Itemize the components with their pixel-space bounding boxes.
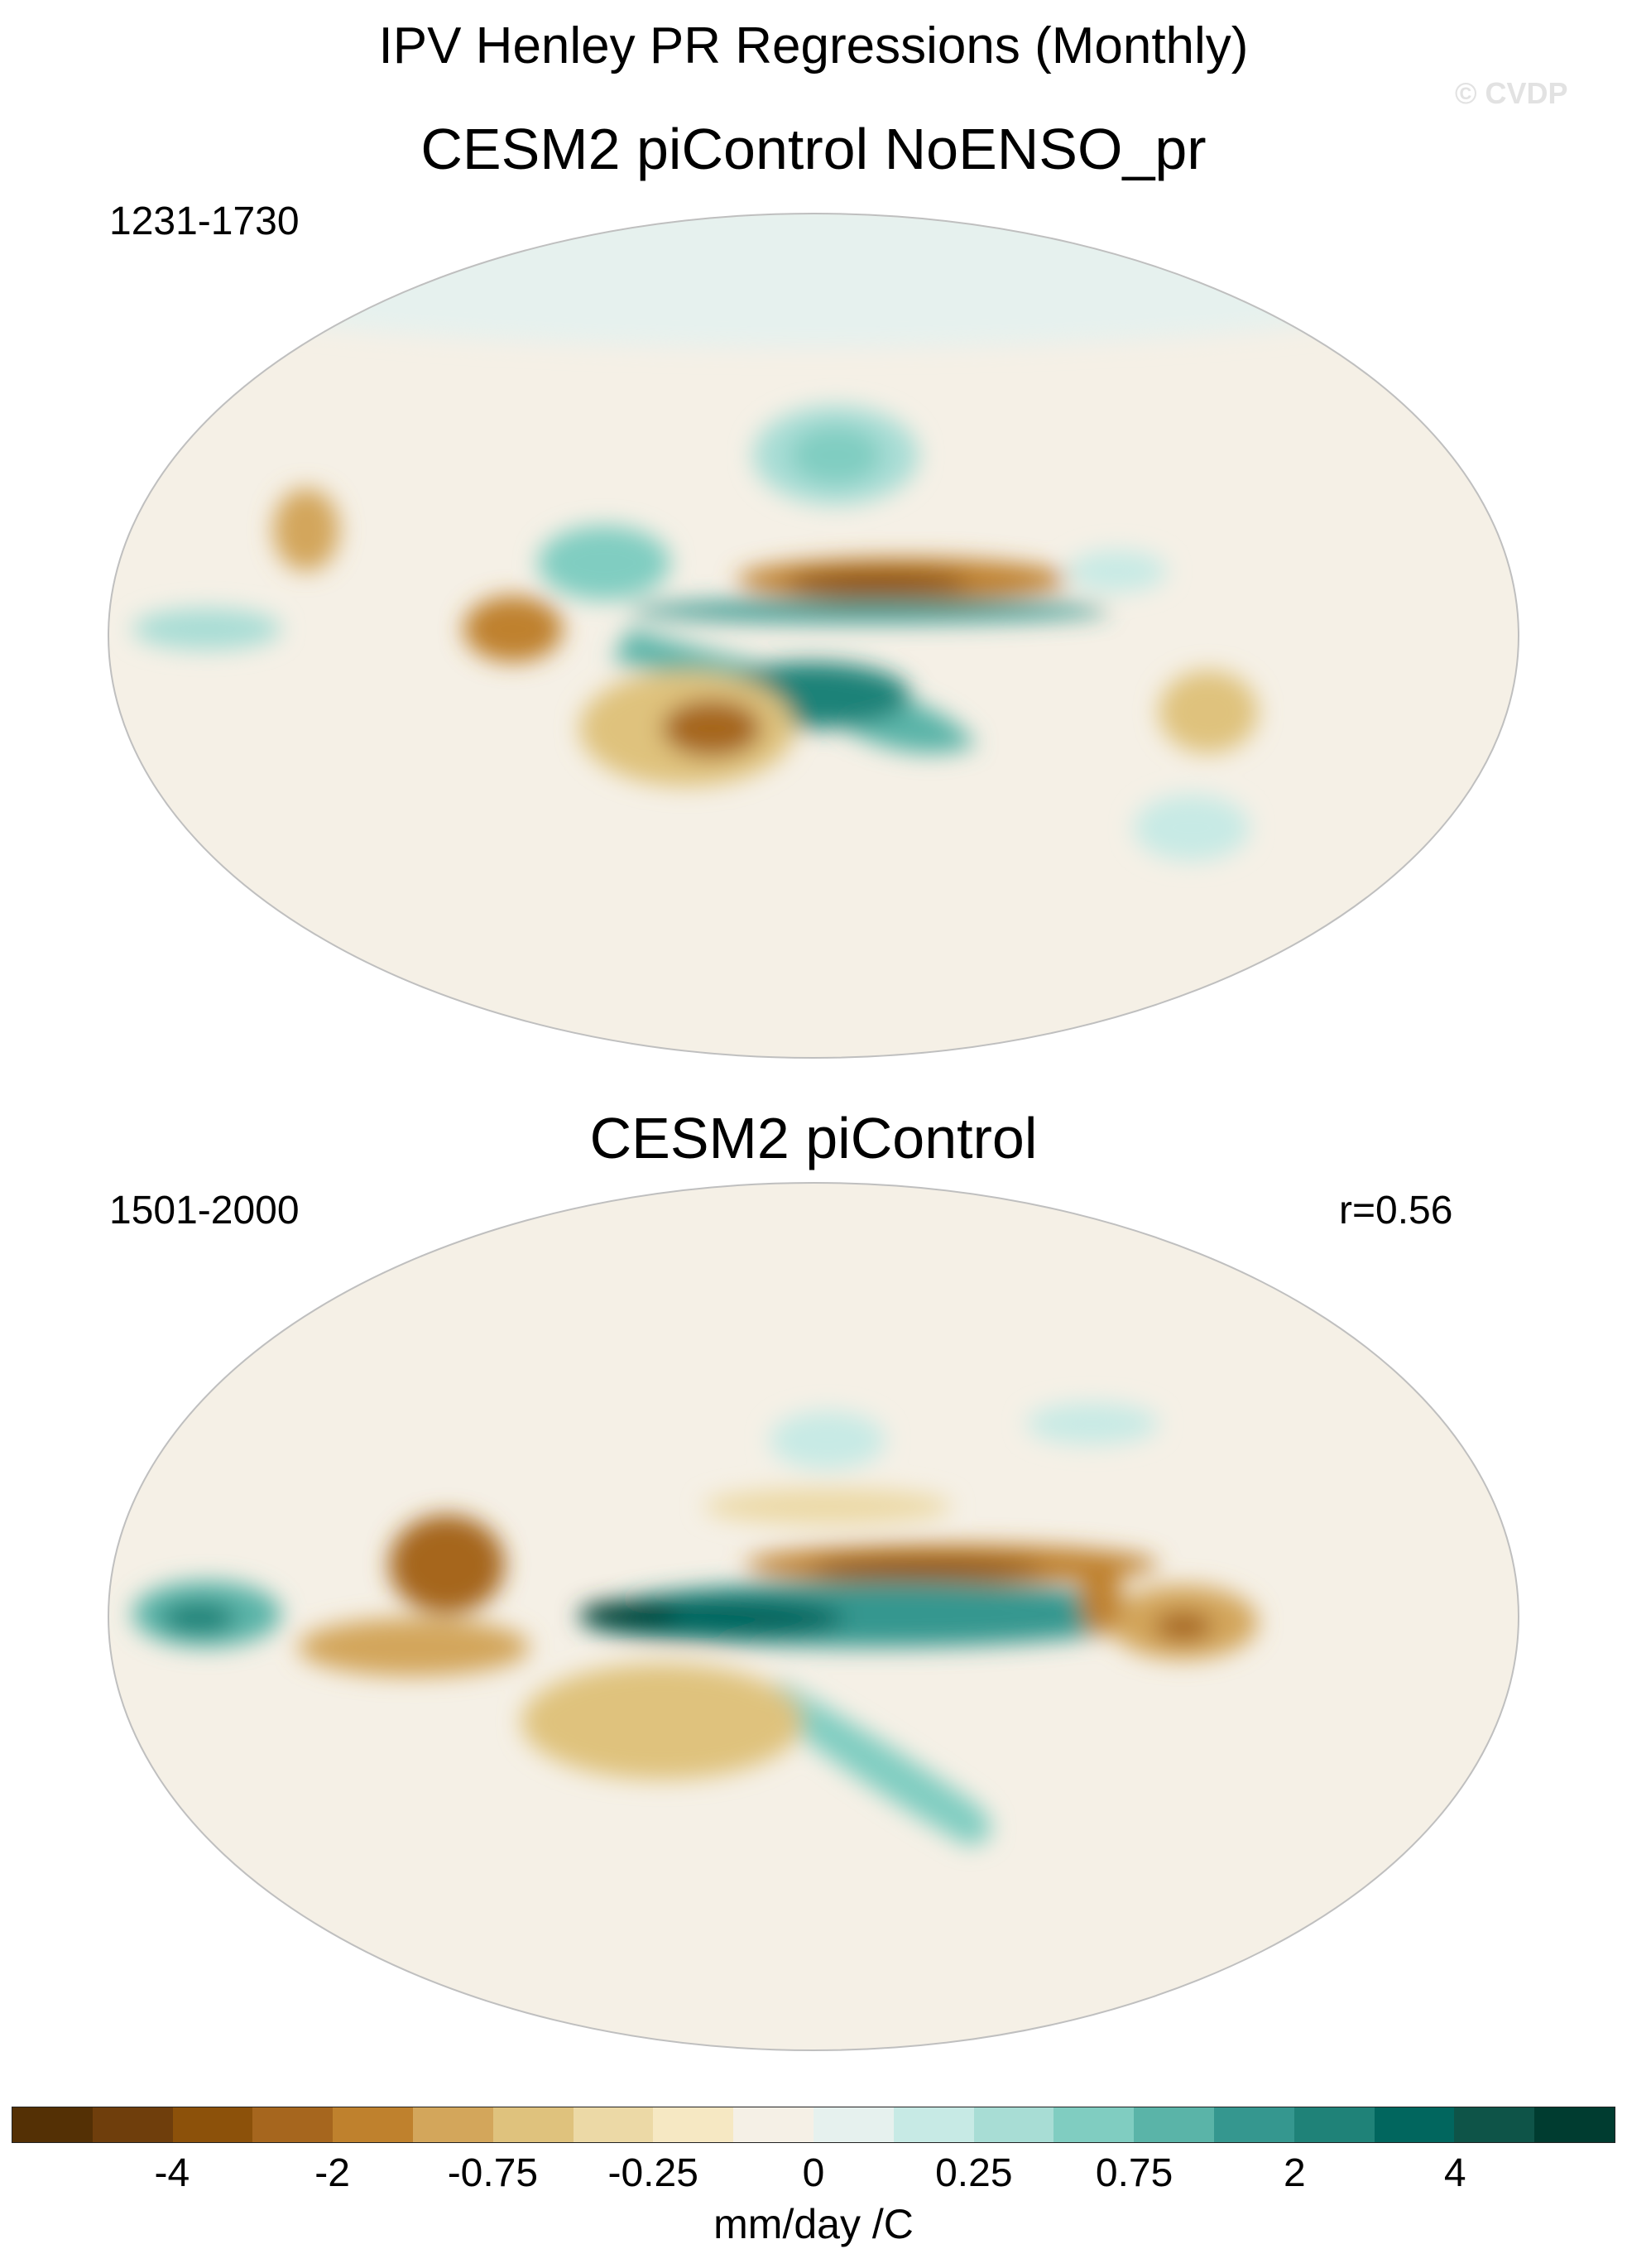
colorbar-swatch	[1134, 2107, 1214, 2142]
colorbar-swatch	[1293, 2107, 1375, 2142]
colorbar-swatch	[1053, 2107, 1135, 2142]
colorbar-swatch	[1213, 2107, 1294, 2142]
colorbar-swatch	[1534, 2107, 1615, 2142]
colorbar-units: mm/day /C	[713, 2201, 914, 2247]
colorbar-swatch	[412, 2107, 493, 2142]
colorbar	[12, 2107, 1615, 2143]
colorbar-swatch	[573, 2107, 654, 2142]
equatorial-wet	[629, 599, 1109, 622]
colorbar-tick-label: -2	[314, 2151, 350, 2195]
colorbar-tick-label: -0.75	[447, 2151, 539, 2195]
maritime-dry	[463, 596, 563, 662]
indian-ocean-wet	[132, 608, 281, 650]
panel2-period: 1501-2000	[109, 1189, 300, 1233]
colorbar-tick-label: 0.75	[1095, 2151, 1173, 2195]
panel1-period: 1231-1730	[109, 199, 300, 243]
colorbar-swatch	[492, 2107, 574, 2142]
wpac-wet	[538, 526, 670, 600]
india-dry	[273, 488, 339, 571]
colorbar-swatch	[12, 2107, 93, 2142]
figure-title: IPV Henley PR Regressions (Monthly)	[378, 17, 1249, 74]
colorbar-swatch	[1374, 2107, 1455, 2142]
colorbar-swatch	[653, 2107, 734, 2142]
colorbar-swatch	[733, 2107, 814, 2142]
colorbar-tick-label: 2	[1284, 2151, 1306, 2195]
colorbar-swatch	[333, 2107, 413, 2142]
colorbar-swatch	[973, 2107, 1054, 2142]
colorbar-swatch	[172, 2107, 253, 2142]
australia-dry	[521, 1664, 803, 1780]
colorbar-tick-label: -0.25	[607, 2151, 698, 2195]
colorbar-tick-label: 0.25	[935, 2151, 1013, 2195]
spcz-wet	[770, 1680, 991, 1846]
panel1-title: CESM2 piControl NoENSO_pr	[420, 117, 1207, 181]
watermark: © CVDP	[1455, 76, 1568, 110]
colorbar-tick-label: 0	[802, 2151, 825, 2195]
maritime-dry	[389, 1515, 505, 1614]
colorbar-swatch	[1454, 2107, 1535, 2142]
panel2-correlation: r=0.56	[1339, 1189, 1453, 1233]
panel1-map	[108, 213, 1519, 1059]
colorbar-swatch	[813, 2107, 894, 2142]
colorbar-tick-label: 4	[1443, 2151, 1466, 2195]
panel2-map	[108, 1182, 1519, 2051]
panel2-title: CESM2 piControl	[589, 1106, 1038, 1170]
colorbar-tick-label: -4	[154, 2151, 190, 2195]
npac-wet	[770, 1411, 885, 1469]
colorbar-swatch	[893, 2107, 974, 2142]
brazil-dry	[1159, 670, 1258, 753]
colorbar-swatch	[252, 2107, 334, 2142]
colorbar-swatch	[92, 2107, 173, 2142]
